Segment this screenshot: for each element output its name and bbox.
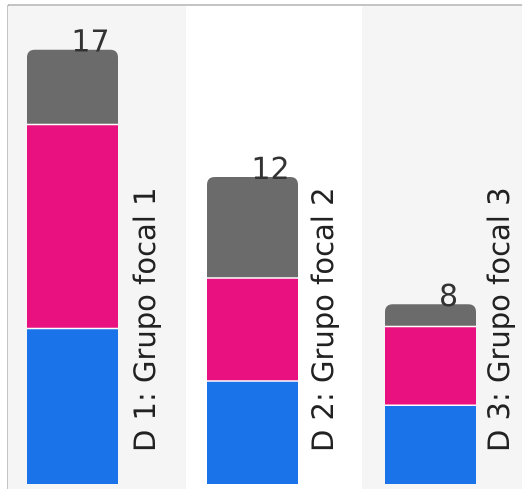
bar-segment-3-2[interactable]	[385, 326, 476, 406]
bar-total-label: 12	[251, 152, 289, 187]
bar-segment-1-3[interactable]	[27, 49, 118, 125]
bar-total-label: 17	[71, 25, 109, 60]
category-label: D 3: Grupo focal 3	[482, 187, 516, 452]
bar-segment-3-3[interactable]	[385, 304, 476, 327]
labels: 17 D 1: Grupo focal 1 12 D 2: Grupo focal 2…	[71, 25, 516, 452]
bar-segment-3-1[interactable]	[385, 405, 476, 484]
bar-segment-1-2[interactable]	[27, 124, 118, 329]
bar-segment-2-1[interactable]	[207, 380, 298, 484]
bars	[27, 49, 476, 484]
bar-segment-2-3[interactable]	[207, 176, 298, 278]
bar-total-label: 8	[439, 279, 458, 314]
category-label: D 1: Grupo focal 1	[128, 187, 162, 452]
bar-segment-1-1[interactable]	[27, 328, 118, 484]
category-label: D 2: Grupo focal 2	[306, 187, 340, 452]
bar-segment-2-2[interactable]	[207, 277, 298, 381]
